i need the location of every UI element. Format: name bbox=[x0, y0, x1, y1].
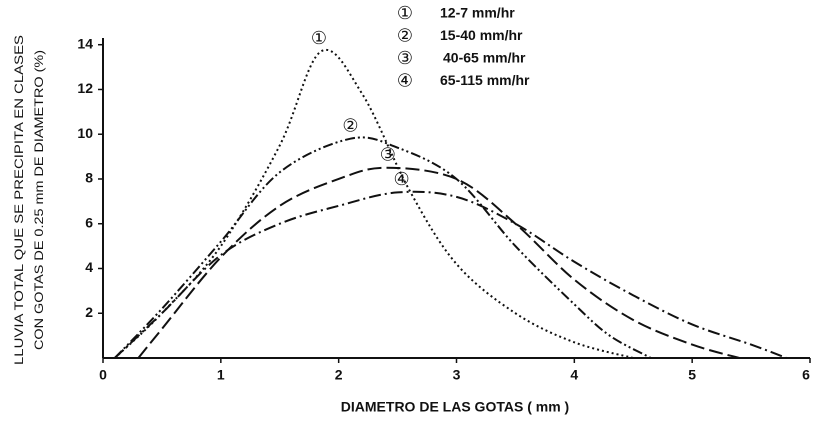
y-tick-label: 4 bbox=[85, 259, 93, 275]
x-tick-label: 5 bbox=[688, 367, 696, 383]
y-tick-label: 12 bbox=[77, 80, 93, 96]
curve-label: ④ bbox=[394, 169, 410, 189]
curve-label: ② bbox=[342, 115, 358, 135]
y-tick-label: 8 bbox=[85, 170, 93, 186]
x-tick-label: 2 bbox=[335, 367, 343, 383]
legend-symbol: ④ bbox=[397, 70, 413, 90]
curve-label: ③ bbox=[380, 145, 396, 165]
y-tick-label: 14 bbox=[77, 35, 93, 51]
line bbox=[114, 136, 652, 359]
legend-symbol: ① bbox=[397, 3, 413, 23]
line bbox=[114, 190, 787, 359]
y-tick-label: 10 bbox=[77, 125, 93, 141]
line bbox=[114, 48, 634, 359]
x-tick-label: 1 bbox=[217, 367, 225, 383]
line bbox=[137, 166, 740, 359]
legend-label: 15-40 mm/hr bbox=[440, 27, 523, 43]
legend-label: 12-7 mm/hr bbox=[440, 5, 515, 21]
legend-symbol: ③ bbox=[397, 48, 413, 68]
y-axis-label: LLUVIA TOTAL QUE SE PRECIPITA EN CLASES bbox=[12, 35, 26, 365]
x-axis-label: DIAMETRO DE LAS GOTAS ( mm ) bbox=[341, 399, 569, 415]
legend-label: 65-115 mm/hr bbox=[440, 72, 530, 88]
x-tick-label: 3 bbox=[453, 367, 461, 383]
curve-label: ① bbox=[311, 28, 327, 48]
y-tick-label: 2 bbox=[85, 304, 93, 320]
x-tick-label: 6 bbox=[802, 367, 810, 383]
legend-symbol: ② bbox=[397, 25, 413, 45]
y-axis-label: CON GOTAS DE 0.25 mm DE DIAMETRO (%) bbox=[32, 50, 46, 350]
legend-label: 40-65 mm/hr bbox=[443, 50, 526, 66]
x-tick-label: 0 bbox=[99, 367, 107, 383]
y-tick-label: 6 bbox=[85, 214, 93, 230]
x-tick-label: 4 bbox=[570, 367, 578, 383]
